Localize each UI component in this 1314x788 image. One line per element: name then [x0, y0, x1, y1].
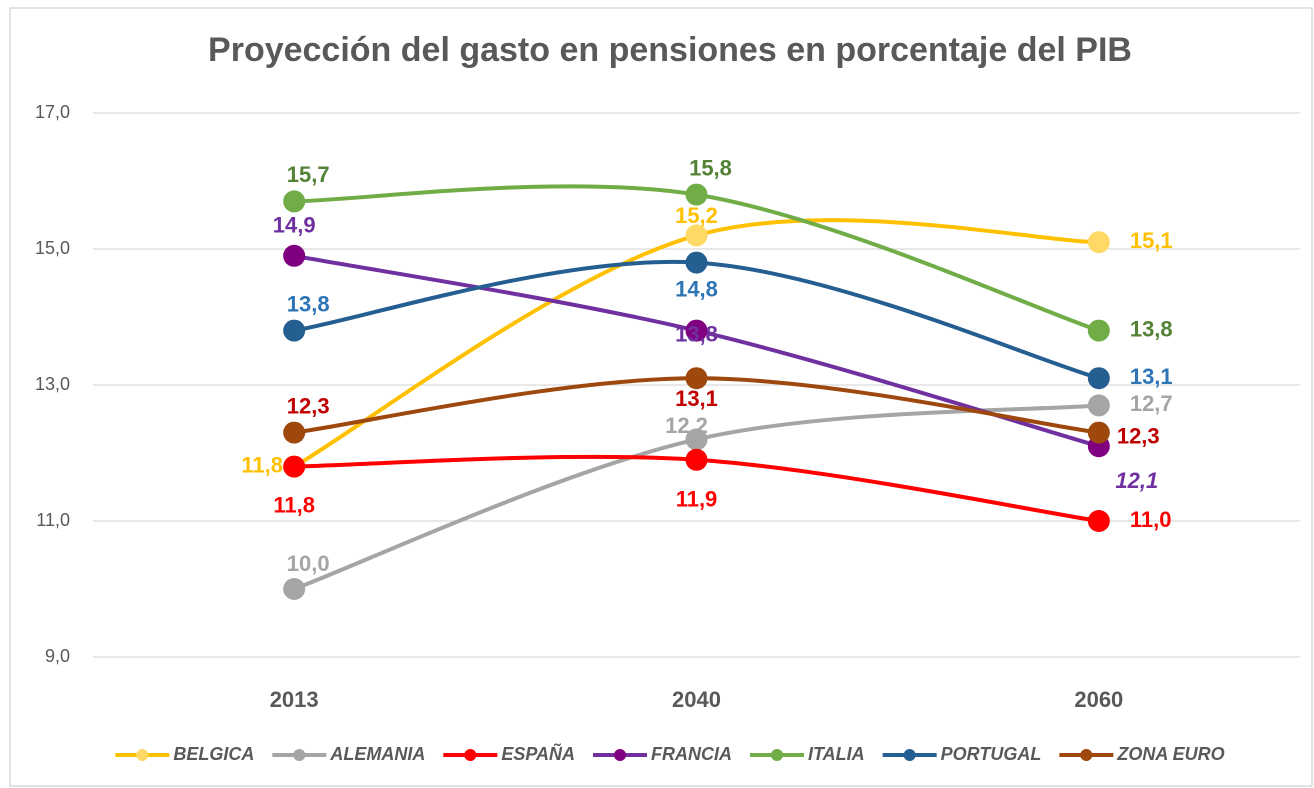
legend-label: ESPAÑA — [501, 743, 575, 764]
legend-marker — [136, 749, 149, 761]
data-point — [685, 224, 708, 247]
data-point — [283, 244, 306, 267]
data-label: 11,9 — [676, 487, 718, 512]
y-tick-label: 17,0 — [35, 102, 70, 122]
y-tick-label: 13,0 — [35, 374, 70, 394]
data-label: 13,1 — [675, 386, 718, 411]
data-label: 13,8 — [1130, 316, 1173, 341]
data-label: 12,1 — [1115, 468, 1158, 493]
data-point — [685, 251, 708, 274]
data-label: 14,8 — [675, 276, 718, 301]
data-label: 15,7 — [287, 162, 330, 187]
data-label: 13,1 — [1130, 364, 1173, 389]
data-label: 14,9 — [273, 213, 316, 238]
data-label: 13,8 — [675, 321, 718, 346]
x-tick-label: 2040 — [672, 687, 721, 712]
data-label: 11,0 — [1130, 507, 1172, 532]
legend-label: ITALIA — [808, 744, 865, 764]
data-point — [685, 428, 708, 451]
data-point — [685, 448, 708, 471]
data-label: 10,0 — [287, 551, 330, 576]
legend-marker — [293, 749, 306, 761]
data-label: 12,2 — [665, 413, 708, 438]
legend-label: PORTUGAL — [941, 744, 1042, 764]
data-label: 15,1 — [1130, 228, 1173, 253]
y-tick-label: 9,0 — [45, 646, 70, 666]
data-point — [685, 319, 708, 342]
data-point — [283, 319, 306, 342]
y-tick-label: 15,0 — [35, 238, 70, 258]
legend-label: BELGICA — [173, 744, 254, 764]
data-point — [1087, 367, 1110, 390]
data-point — [283, 455, 306, 478]
chart-frame — [9, 7, 1313, 787]
data-label: 15,8 — [689, 155, 732, 180]
legend-marker — [771, 749, 784, 761]
data-label: 12,3 — [287, 393, 330, 418]
x-tick-label: 2060 — [1074, 687, 1123, 712]
legend-marker — [614, 749, 627, 761]
data-point — [1087, 319, 1110, 342]
legend-marker — [903, 749, 916, 761]
legend-label: ALEMANIA — [329, 744, 425, 764]
chart-title: Proyección del gasto en pensiones en por… — [208, 31, 1132, 69]
legend: BELGICA ALEMANIA ESPAÑA FRANCIA ITALIA PORTUG… — [115, 743, 1225, 764]
data-label: 15,2 — [675, 203, 718, 228]
data-label: 12,3 — [1117, 423, 1160, 448]
data-label: 12,7 — [1130, 391, 1173, 416]
data-label: 11,8 — [241, 452, 283, 477]
data-label: 11,8 — [273, 492, 315, 517]
legend-marker — [464, 749, 477, 761]
x-tick-label: 2013 — [270, 687, 319, 712]
data-point — [283, 421, 306, 444]
data-point — [685, 367, 708, 390]
legend-label: FRANCIA — [651, 744, 732, 764]
y-tick-label: 11,0 — [36, 510, 70, 530]
data-point — [685, 183, 708, 206]
data-point — [1087, 421, 1110, 444]
data-point — [1087, 510, 1110, 532]
data-point — [283, 190, 306, 213]
data-point — [1087, 394, 1110, 417]
data-point — [1087, 231, 1110, 254]
legend-label: ZONA EURO — [1116, 744, 1224, 764]
legend-marker — [1080, 749, 1093, 761]
data-label: 13,8 — [287, 291, 330, 316]
data-point — [283, 578, 306, 600]
